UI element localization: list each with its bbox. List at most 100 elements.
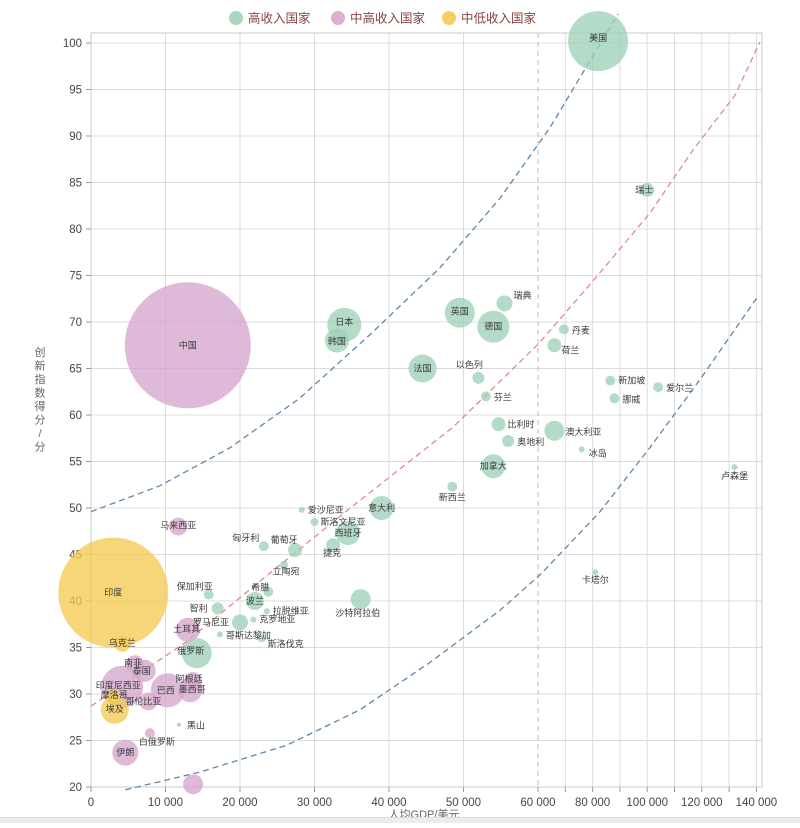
country-label: 墨西哥: [179, 684, 206, 694]
country-label: 保加利亚: [177, 581, 213, 592]
country-bubble: [232, 614, 248, 631]
y-tick-label: 85: [69, 178, 82, 190]
legend-item-lower_mid: 中低收入国家: [442, 11, 537, 26]
country-label: 伊朗: [116, 747, 134, 758]
country-label: 黑山: [187, 721, 205, 731]
country-bubble: [181, 638, 212, 669]
country-label: 波兰: [246, 595, 264, 606]
plot-border: [90, 32, 763, 788]
country-bubble: [609, 393, 620, 404]
y-tick-label: 50: [69, 503, 82, 515]
country-bubble: [139, 692, 158, 711]
country-bubble: [144, 728, 155, 739]
country-bubble: [310, 518, 319, 526]
country-label: 卢森堡: [721, 470, 748, 481]
country-bubble: [578, 446, 585, 453]
y-axis-title-char: 分: [35, 441, 46, 454]
country-bubble: [491, 417, 506, 432]
country-bubble: [408, 354, 437, 383]
country-bubble: [250, 616, 257, 623]
country-label: 瑞士: [635, 184, 653, 195]
legend-label: 中低收入国家: [461, 11, 537, 26]
y-axis-title-char: 数: [35, 387, 46, 400]
confidence-band-lower: [125, 297, 758, 791]
country-label: 比利时: [508, 418, 535, 429]
country-label: 斯洛伐克: [268, 638, 304, 649]
country-label: 埃及: [106, 703, 124, 714]
country-bubble: [477, 310, 510, 343]
country-label: 丹麦: [572, 324, 590, 335]
country-label: 立陶宛: [272, 566, 299, 577]
y-tick-label: 25: [69, 736, 82, 748]
country-bubble: [257, 634, 266, 643]
country-label: 芬兰: [494, 391, 512, 402]
country-bubble: [558, 324, 569, 335]
country-bubble: [114, 635, 131, 652]
y-tick-label: 30: [69, 689, 82, 701]
country-bubble: [481, 454, 506, 479]
y-tick-label: 80: [69, 224, 82, 236]
country-bubble: [653, 382, 664, 393]
country-bubble: [298, 506, 305, 513]
country-label: 拉脱维亚: [273, 605, 309, 616]
country-bubble: [175, 617, 200, 642]
x-tick-label: 100 000: [626, 797, 668, 809]
country-label: 印度尼西亚: [96, 680, 141, 691]
y-tick-label: 95: [69, 85, 82, 97]
country-label: 德国: [484, 321, 502, 332]
country-label: 新西兰: [439, 492, 466, 503]
country-label: 中国: [179, 339, 197, 350]
x-tick-label: 80 000: [575, 797, 610, 809]
country-label: 意大利: [368, 502, 395, 513]
country-bubble: [169, 517, 188, 536]
y-axis-title-char: /: [38, 428, 42, 440]
country-bubble: [263, 586, 274, 597]
country-label: 印度: [104, 587, 122, 598]
country-bubble: [245, 592, 264, 610]
country-label: 克罗地亚: [259, 614, 295, 625]
country-label: 马来西亚: [160, 521, 196, 531]
x-tick-label: 60 000: [520, 797, 555, 809]
country-label: 澳大利亚: [565, 426, 601, 437]
country-bubble: [258, 541, 269, 552]
country-label: 西班牙: [334, 527, 361, 538]
country-bubble: [176, 722, 181, 727]
country-label: 斯洛文尼亚: [321, 516, 366, 527]
country-label: 土耳其: [173, 623, 200, 634]
y-axis-title-char: 得: [35, 400, 46, 413]
country-bubble: [183, 774, 204, 795]
country-bubble: [480, 391, 491, 402]
country-bubble: [324, 328, 349, 353]
country-bubble: [326, 538, 341, 553]
country-label: 智利: [190, 602, 208, 613]
country-label: 白俄罗斯: [139, 736, 175, 747]
country-label: 俄罗斯: [177, 645, 204, 656]
country-label: 乌克兰: [109, 637, 136, 648]
y-tick-label: 100: [63, 38, 82, 50]
country-bubble: [496, 295, 513, 312]
country-bubble: [288, 542, 303, 557]
y-axis-title-char: 创: [35, 346, 46, 359]
country-label: 捷克: [323, 547, 341, 558]
country-bubble: [184, 672, 203, 690]
country-bubble: [369, 496, 394, 520]
y-tick-label: 20: [69, 782, 82, 794]
y-tick-label: 65: [69, 364, 82, 376]
country-label: 美国: [589, 32, 607, 43]
country-bubble: [547, 338, 562, 353]
country-bubble: [444, 297, 475, 328]
country-bubble: [731, 464, 738, 471]
country-bubble: [263, 608, 270, 615]
country-label: 南非: [124, 657, 142, 668]
legend-swatch: [331, 11, 345, 25]
y-tick-label: 90: [69, 131, 82, 143]
country-label: 荷兰: [561, 344, 579, 355]
country-label: 摩洛哥: [101, 689, 128, 700]
legend-swatch: [229, 11, 243, 25]
country-bubble: [544, 420, 565, 441]
y-tick-label: 70: [69, 317, 82, 329]
legend-label: 高收入国家: [248, 11, 311, 26]
country-label: 卡塔尔: [582, 574, 609, 585]
legend-swatch: [442, 11, 456, 25]
x-tick-label: 140 000: [736, 797, 778, 809]
